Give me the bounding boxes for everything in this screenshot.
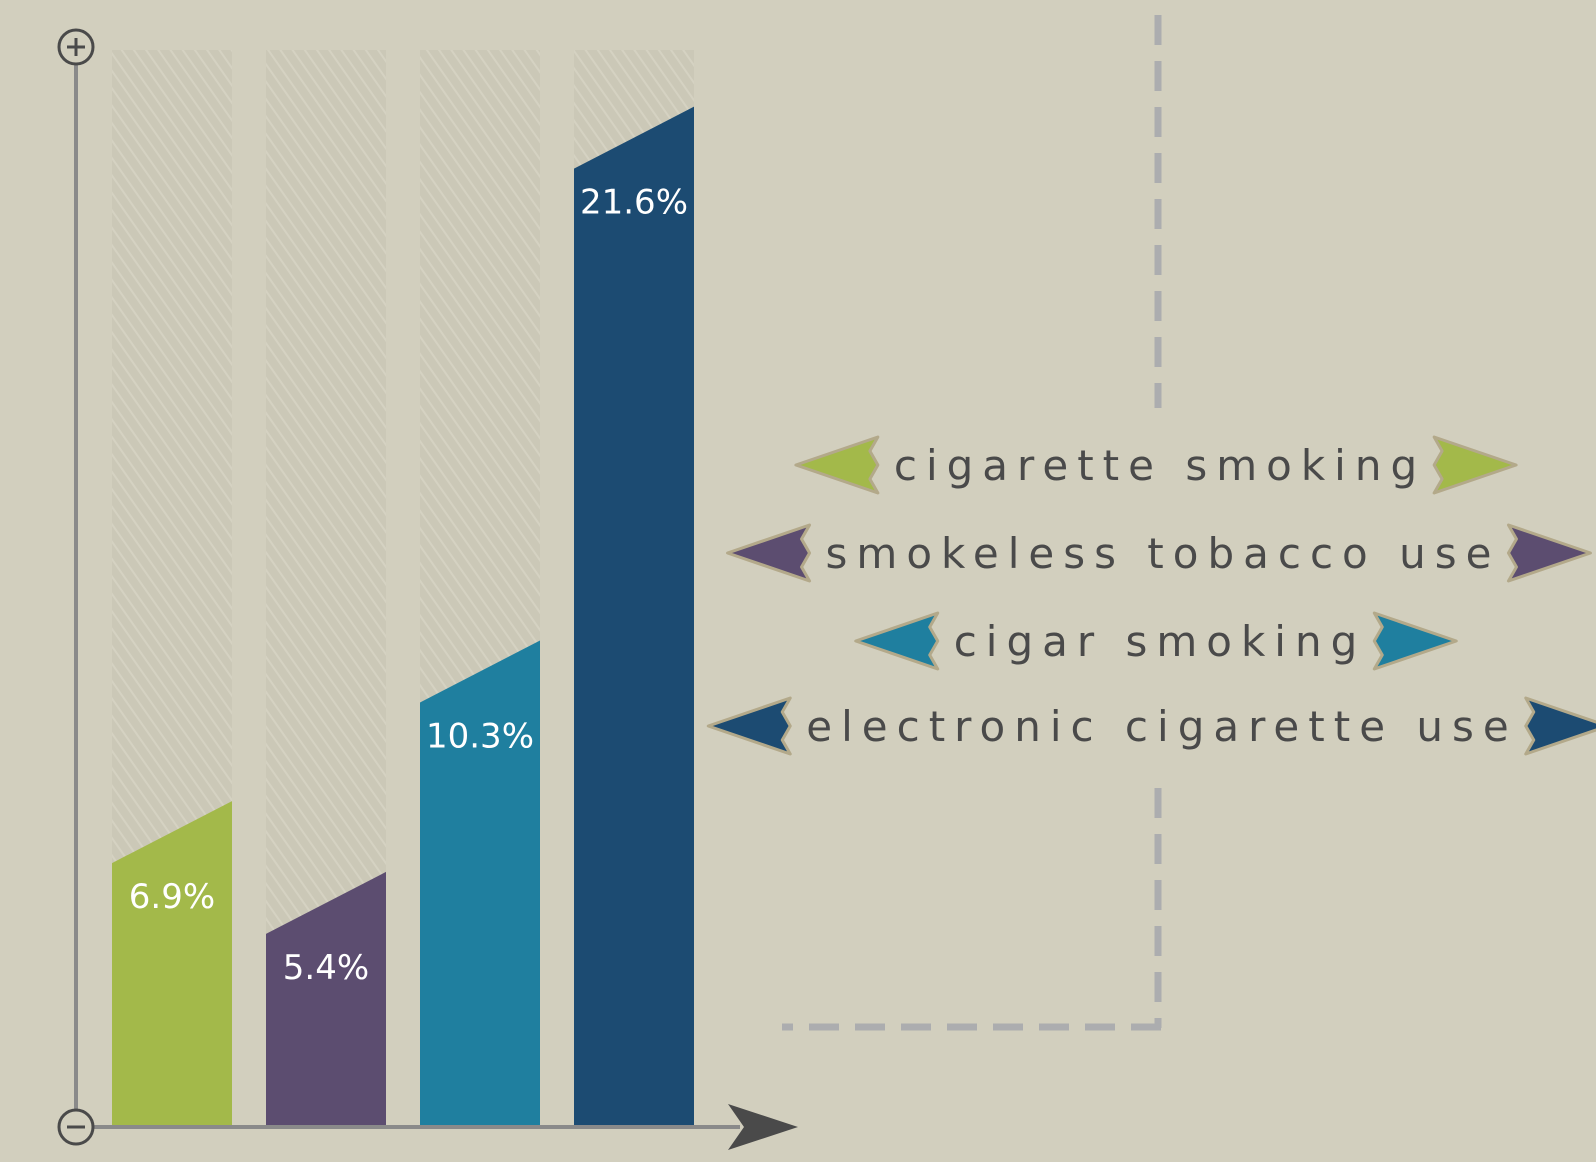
legend-label: electronic cigarette use bbox=[806, 702, 1518, 751]
legend: cigarette smoking smokeless tobacco use ci… bbox=[706, 435, 1596, 756]
bar bbox=[112, 801, 232, 1127]
legend-arrow-right-icon bbox=[1432, 435, 1518, 495]
legend-item: smokeless tobacco use bbox=[726, 523, 1592, 583]
plus-icon bbox=[57, 28, 95, 66]
legend-arrow-right-icon bbox=[1372, 611, 1458, 671]
bar-value-label: 6.9% bbox=[129, 877, 215, 917]
legend-arrow-left-icon bbox=[726, 523, 812, 583]
bar-value-label: 5.4% bbox=[283, 948, 369, 988]
legend-label: cigarette smoking bbox=[894, 441, 1426, 490]
bar bbox=[266, 871, 386, 1127]
arrow-right-icon bbox=[728, 1104, 798, 1150]
legend-arrow-left-icon bbox=[854, 611, 940, 671]
bar bbox=[574, 106, 694, 1128]
legend-item: electronic cigarette use bbox=[706, 696, 1596, 756]
legend-label: cigar smoking bbox=[954, 617, 1367, 666]
value-labels: 6.9% 5.4% 10.3% 21.6% bbox=[129, 183, 688, 988]
bar-value-label: 10.3% bbox=[426, 716, 534, 756]
bar-value-label: 21.6% bbox=[580, 183, 688, 223]
legend-arrow-right-icon bbox=[1506, 523, 1592, 583]
legend-label: smokeless tobacco use bbox=[826, 529, 1501, 578]
legend-arrow-left-icon bbox=[794, 435, 880, 495]
legend-item: cigarette smoking bbox=[794, 435, 1518, 495]
bar-series bbox=[112, 106, 694, 1128]
axes bbox=[57, 28, 798, 1150]
legend-bracket bbox=[782, 15, 1162, 1031]
legend-arrow-left-icon bbox=[706, 696, 792, 756]
minus-icon bbox=[57, 1108, 95, 1146]
bar bbox=[420, 640, 540, 1127]
legend-item: cigar smoking bbox=[854, 611, 1458, 671]
legend-arrow-right-icon bbox=[1524, 696, 1596, 756]
